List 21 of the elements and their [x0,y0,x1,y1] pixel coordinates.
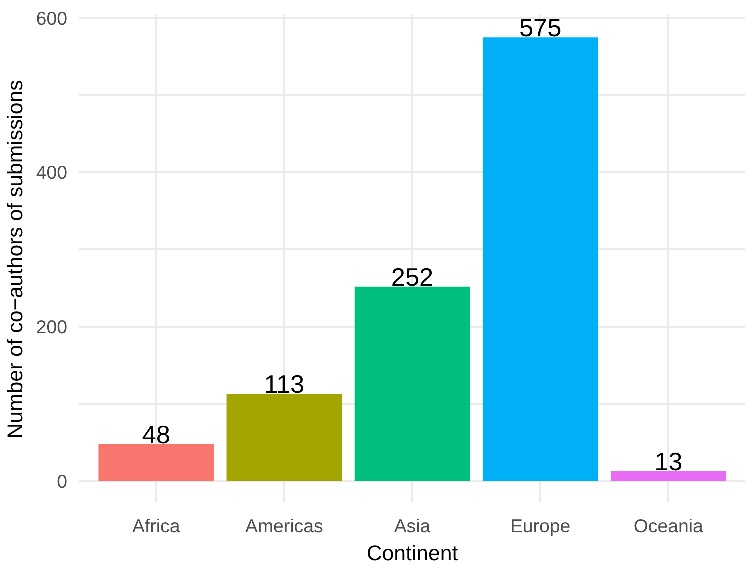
data-label: 113 [264,371,305,400]
bar [98,444,214,482]
y-tick-label: 200 [36,316,68,338]
y-axis-title: Number of co−authors of submissions [3,80,28,439]
x-axis-title: Continent [366,542,458,566]
bar [482,38,598,482]
x-tick-label: Africa [132,516,181,536]
bar [226,394,342,482]
y-tick-label: 0 [57,470,68,492]
x-tick-label: Americas [246,516,324,536]
data-label: 13 [654,448,683,476]
x-tick-label: Europe [510,516,571,536]
bar [611,471,726,482]
x-tick-label: Oceania [634,516,704,536]
data-label: 48 [142,421,170,450]
data-label: 252 [391,264,434,292]
y-tick-label: 600 [36,8,68,29]
x-tick-label: Asia [394,516,432,536]
y-tick-label: 400 [36,162,68,184]
data-label: 575 [519,14,562,43]
bar [354,286,470,482]
